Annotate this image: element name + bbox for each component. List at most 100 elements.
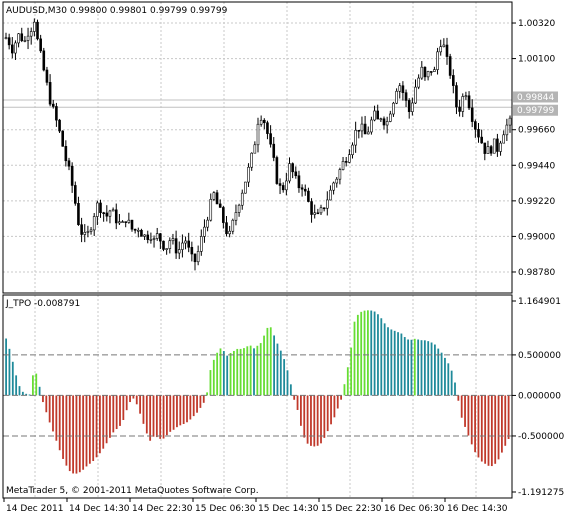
tpo-bar — [454, 382, 456, 396]
candle-body — [86, 231, 90, 233]
candle-body — [442, 44, 446, 48]
tpo-bar — [390, 329, 393, 396]
candle-body — [477, 129, 480, 138]
tpo-bar — [159, 395, 162, 439]
candle-body — [168, 240, 172, 249]
tpo-bar — [403, 337, 406, 396]
candle-body — [20, 33, 24, 41]
candle-body — [102, 212, 105, 214]
price-tag-box — [513, 104, 558, 116]
tpo-bar — [320, 395, 322, 444]
price-axis-label: 1.00320 — [518, 19, 555, 29]
candle-body — [376, 110, 380, 120]
tpo-bar — [263, 335, 265, 396]
candle-body — [313, 212, 317, 215]
tpo-bar — [189, 395, 192, 420]
price-axis-label: 0.99220 — [518, 197, 555, 207]
candle-body — [259, 119, 263, 125]
price-panel-frame[interactable] — [2, 1, 513, 294]
tpo-bar — [145, 395, 148, 434]
candle-body — [42, 50, 46, 71]
tpo-bar — [68, 395, 71, 472]
candle-body — [357, 129, 361, 132]
candle-body — [341, 161, 345, 170]
indicator-axis-label: -0.500000 — [518, 432, 564, 442]
time-axis-label: 15 Dec 14:30 — [258, 504, 319, 514]
candle-body — [58, 119, 61, 132]
tpo-bar — [75, 395, 78, 474]
tpo-bar — [310, 395, 312, 446]
candle-body — [159, 233, 162, 242]
tpo-bar — [112, 395, 115, 433]
tpo-bar — [336, 395, 339, 409]
candle-body — [329, 189, 332, 201]
tpo-bar — [383, 323, 386, 396]
tpo-bar — [289, 384, 292, 396]
price-axis[interactable]: 1.00320 1.00100 0.99660 0.99440 0.99220 0.990… — [512, 19, 555, 278]
candle-body — [29, 31, 33, 37]
candle-body — [366, 131, 370, 135]
indicator-axis[interactable]: 1.164901 0.500000 0.000000 -0.500000 -1.1912… — [512, 297, 564, 498]
time-axis-label: 16 Dec 06:30 — [384, 504, 445, 514]
price-tag-lines — [3, 99, 512, 108]
candle-body — [382, 118, 386, 126]
tpo-bar — [78, 395, 81, 473]
tpo-bar — [249, 345, 252, 396]
candle-body — [14, 42, 17, 54]
candle-body — [184, 240, 187, 244]
candle-body — [470, 107, 474, 122]
tpo-bar — [313, 395, 316, 447]
tpo-bar — [152, 395, 155, 437]
candle-body — [307, 190, 310, 202]
candle-body — [420, 66, 424, 79]
candle-body — [222, 207, 225, 223]
tpo-bar — [166, 395, 168, 436]
tpo-bar — [182, 395, 185, 424]
tpo-bar — [501, 395, 503, 453]
candle-body — [237, 204, 241, 213]
candle-body — [508, 117, 512, 126]
tpo-bar — [286, 370, 289, 396]
tpo-bar — [243, 348, 245, 396]
tpo-bar — [99, 395, 101, 454]
candle-body — [480, 136, 483, 144]
candle-body — [92, 216, 96, 231]
candle-body — [80, 224, 83, 235]
tpo-bar — [507, 395, 510, 440]
candle-body — [177, 249, 181, 254]
tpo-bar — [474, 395, 476, 453]
tpo-bar — [45, 395, 48, 413]
candle-body — [228, 230, 231, 235]
tpo-bar — [236, 348, 239, 396]
tpo-bar — [444, 357, 446, 396]
candle-body — [310, 201, 313, 215]
candle-body — [256, 123, 260, 146]
tpo-bar — [115, 395, 118, 430]
candle-body — [45, 69, 49, 83]
tpo-bar — [487, 395, 490, 466]
candle-body — [489, 146, 493, 154]
candle-body — [4, 37, 8, 39]
tpo-bar — [32, 375, 34, 396]
tpo-bar — [494, 395, 497, 464]
candle-body — [266, 122, 269, 134]
copyright-text: MetaTrader 5, © 2001-2011 MetaQuotes Sof… — [6, 486, 259, 496]
candle-body — [275, 157, 279, 184]
tpo-bar — [477, 395, 480, 458]
candle-body — [300, 187, 304, 190]
candle-body — [114, 209, 118, 224]
candle-body — [388, 113, 392, 122]
candle-body — [379, 118, 383, 121]
tpo-bar — [38, 386, 41, 396]
tpo-bar — [410, 339, 413, 396]
indicator-panel-frame[interactable] — [2, 294, 513, 499]
time-axis[interactable]: 14 Dec 2011 14 Dec 14:30 14 Dec 22:30 15 De… — [3, 498, 508, 514]
candle-body — [64, 146, 68, 162]
tpo-bar — [42, 395, 44, 403]
tpo-bar — [279, 350, 282, 396]
candle-body — [505, 124, 509, 136]
candle-body — [417, 77, 420, 88]
candle-body — [11, 44, 14, 54]
tpo-bar — [434, 344, 436, 396]
candle-body — [325, 199, 329, 209]
